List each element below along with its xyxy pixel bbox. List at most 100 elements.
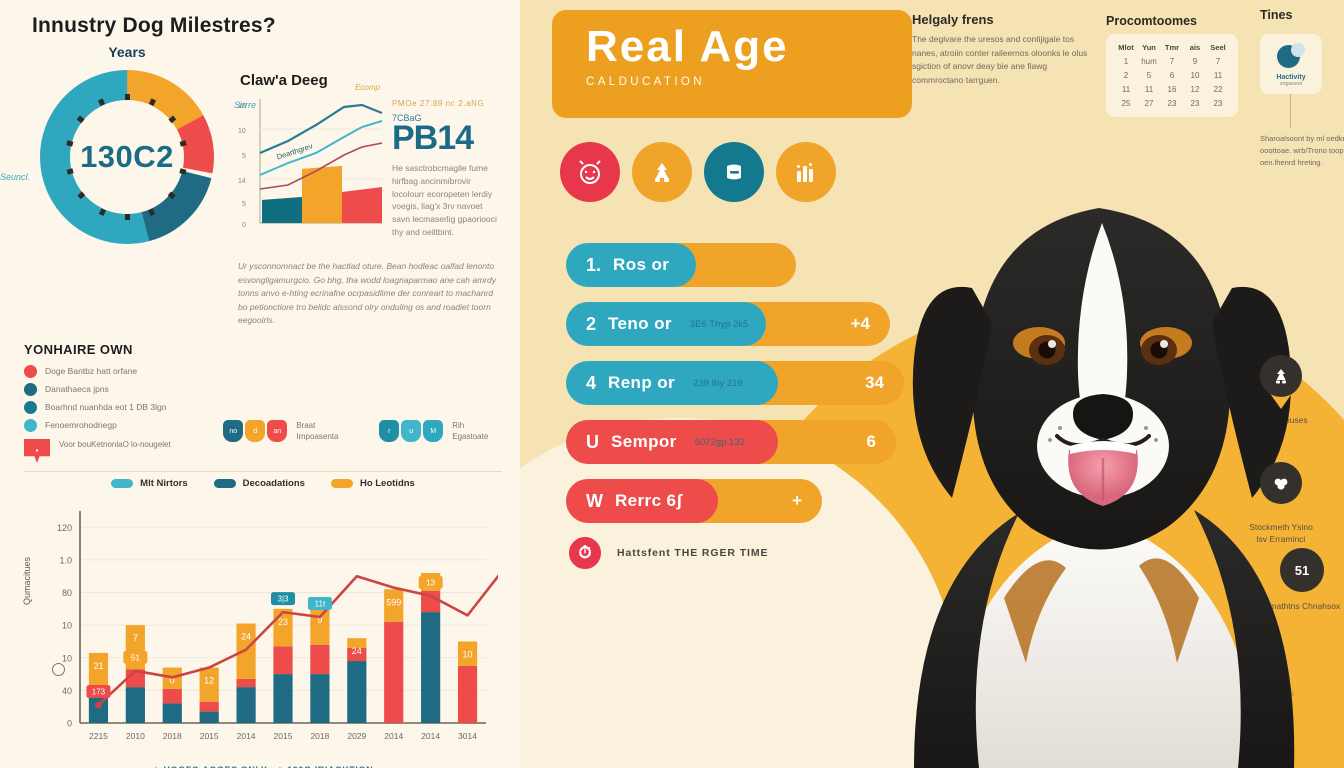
group-pill-icon: r [379,420,400,443]
svg-text:0: 0 [242,222,246,229]
icon-groups: no d an Braat Irnpoasenta r u M Rih Egas… [223,342,502,463]
left-top-row: Years [0,44,502,250]
section-divider [24,470,502,472]
calendar-cell[interactable]: 6 [1169,71,1175,80]
svg-text:7: 7 [133,633,138,643]
pin-caption: Stockmeth Ysino lsv Erraminci [1249,522,1313,545]
mini-badge-value: 51 [1294,562,1310,578]
dog-head-icon[interactable] [704,142,764,202]
svg-text:10: 10 [62,653,72,663]
mini-badge: 51 [1280,548,1324,592]
calendar-cell[interactable]: 7 [1169,57,1175,66]
calendar-cell[interactable]: 23 [1213,99,1223,108]
svg-text:13: 13 [426,578,435,587]
calendar-cell[interactable]: 16 [1167,85,1177,94]
top-copy-heading: Helgaly frens [912,12,994,27]
svg-text:2015: 2015 [274,731,293,741]
group-pill-icon: no [223,420,244,443]
paw-icon[interactable] [632,142,692,202]
hero-title: Real Age [586,22,789,71]
svg-text:3|3: 3|3 [278,595,290,604]
bar-chart-legend: Mlt Nirtors Decoadations Ho Leotidns [24,478,502,489]
tines-paragraph: Sharoalsoont by ml oedkrl ooottoae. wrb/… [1260,134,1344,167]
bar-legend-item: Mlt Nirtors [111,478,188,489]
tines-card-label-1: Hactivity [1276,74,1306,81]
calendar-card[interactable]: Mlot Yun Tmr ais Seel 1 hum 7 9 7 2 5 6 … [1106,34,1238,117]
calendar-cell[interactable]: 10 [1190,71,1200,80]
hero-subtitle: CALDUCATION [586,76,705,89]
pill-label: Ros or [613,255,670,274]
calendar-cell[interactable]: 12 [1190,85,1200,94]
calendar-cell[interactable]: 23 [1167,99,1177,108]
calendar-cell[interactable]: 11 [1121,85,1131,94]
svg-text:14: 14 [238,178,246,185]
svg-text:80: 80 [62,588,72,598]
svg-text:10: 10 [62,621,72,631]
calendar-cell[interactable]: 27 [1144,99,1154,108]
activity-blob-icon [1277,43,1305,69]
tines-card-label-2: sngaoeoi [1279,81,1303,87]
legend-item: Danathaeca jpns [24,382,223,396]
stat-paragraph: He sasctrobcmagile fume hirfbag ancinmib… [392,163,497,237]
tines-heading: Tines [1260,8,1293,22]
donut-center-value: 130C2 [80,139,174,174]
legend-dot-icon [24,418,37,432]
pin-head[interactable] [1260,355,1302,397]
pill-badge[interactable]: 2 Teno or 3E6 Thyp 2k5 [566,302,766,346]
svg-text:5: 5 [242,153,246,160]
calendar-cell[interactable]: 22 [1213,85,1223,94]
donut-label-right: Sirrre [234,100,256,110]
legend-list: YONHAIRE OWN Doge Bantbz hatt orfane Dan… [24,342,223,463]
pill-badge[interactable]: U Sempor 5072gp 132 [566,420,778,464]
calendar-cell[interactable]: 5 [1146,71,1152,80]
top-copy-block: Helgaly frens The degivare the uresos an… [912,12,1092,87]
clock-icon: ⏱ [566,534,604,572]
pin-dogfood[interactable]: Stockmeth Ysino lsv Erraminci [1244,462,1318,546]
pill-badge[interactable]: 1. Ros or [566,243,696,287]
pill-number: 2 [586,313,597,334]
calendar-cell[interactable]: 2 [1123,71,1129,80]
legend-dot-icon [24,364,37,378]
calendar-cell[interactable]: 11 [1213,71,1223,80]
bar-chart-icon[interactable] [776,142,836,202]
calendar-cell[interactable]: 11 [1144,85,1154,94]
pill-meta: 3E6 Thyp 2k5 [689,318,749,330]
speech-tag-icon: ▪ [24,438,50,463]
pill-tail-value: +4 [850,314,870,333]
mini-area-chart: 18 10 5 14 5 0 [236,83,384,233]
legend-dot-icon [24,382,37,396]
svg-text:2018: 2018 [163,731,182,741]
legend-tag-text: Voor bouKetnonlaO lo-nougelet [59,439,171,449]
group-pill-icon: M [423,420,444,443]
calendar-cell[interactable]: 7 [1215,57,1221,66]
note-text: Hattsfent THE RGER TIME [617,547,769,559]
calendar-cell[interactable]: 25 [1121,99,1131,108]
mini-badge-caption: Bmathtns Chnahsox [1263,601,1341,611]
mini-chart-title: Claw'a Deeg [240,72,328,89]
calendar-cell[interactable]: hum [1141,57,1157,66]
pin-head[interactable] [1260,462,1302,504]
svg-text:2014: 2014 [237,731,256,741]
svg-text:10: 10 [238,128,246,135]
legend-item-label: Doge Bantbz hatt orfane [45,366,138,377]
pill-number: 4 [586,372,597,393]
pill-tail-value: 6 [866,432,876,451]
calendar-header: Mlot [1118,43,1134,52]
legend-swatch-icon [111,478,134,488]
footnote-b: 100G IRIACKTION [287,765,373,768]
svg-text:2018: 2018 [310,731,329,741]
calendar-cell[interactable]: 1 [1123,57,1129,66]
stat-block: PMOe 27:89 nc 2.aNG 7CBaG PB14 He sasctr… [392,93,502,239]
bar-legend-label: Ho Leotidns [359,477,415,489]
alarm-clock-icon[interactable] [560,142,620,202]
tines-card[interactable]: Hactivity sngaoeoi [1260,34,1322,94]
calendar-cell[interactable]: 23 [1190,99,1200,108]
calendar-cell[interactable]: 9 [1192,57,1198,66]
calendar-grid: Mlot Yun Tmr ais Seel 1 hum 7 9 7 2 5 6 … [1116,43,1228,108]
icon-group-pills: no d an [223,420,289,443]
legend-item-label: Danathaeca jpns [45,384,109,395]
pill-badge[interactable]: 4 Renp or 239 Ihy 219 [566,361,778,405]
group-pill-icon: u [401,420,422,443]
pill-badge[interactable]: W Rerrc 6ʃ [566,479,718,523]
